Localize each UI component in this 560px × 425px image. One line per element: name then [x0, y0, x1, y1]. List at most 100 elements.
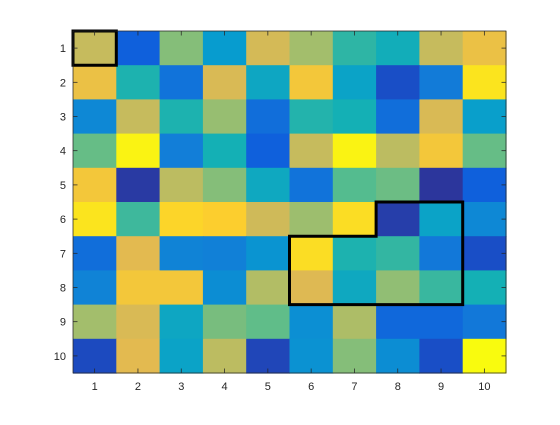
heatmap-cell	[73, 338, 117, 374]
heatmap-cell	[73, 31, 117, 66]
heatmap-cell	[419, 202, 464, 237]
heatmap-cell	[419, 99, 464, 135]
heatmap-cell	[116, 167, 161, 203]
heatmap-cell	[332, 31, 377, 66]
heatmap-cell	[289, 133, 334, 169]
x-tick-label: 9	[438, 381, 444, 393]
heatmap-cell	[376, 202, 420, 237]
y-tick-label: 4	[60, 146, 66, 158]
heatmap-cell	[376, 99, 420, 135]
heatmap-cell	[419, 133, 464, 169]
heatmap-cell	[376, 338, 420, 374]
heatmap-cell	[202, 31, 247, 66]
heatmap-cell	[332, 167, 377, 203]
heatmap-cell	[159, 338, 204, 374]
heatmap-cell	[73, 167, 117, 203]
heatmap-cell	[332, 236, 377, 271]
heatmap-cell	[462, 202, 507, 237]
heatmap-cell	[462, 99, 507, 135]
heatmap-cell	[289, 338, 334, 374]
heatmap-cell	[159, 167, 204, 203]
heatmap-cell	[419, 270, 464, 306]
heatmap-cell	[246, 167, 291, 203]
y-tick-label: 10	[54, 351, 66, 363]
y-tick-label: 1	[60, 43, 66, 55]
heatmap-cell	[289, 202, 334, 237]
heatmap-cell	[116, 236, 161, 271]
heatmap-cell	[202, 99, 247, 135]
heatmap-cell	[159, 133, 204, 169]
heatmap-cell	[73, 270, 117, 306]
heatmap-cell	[289, 167, 334, 203]
heatmap-cell	[332, 304, 377, 340]
heatmap-cell	[419, 236, 464, 271]
heatmap-cell	[376, 270, 420, 306]
heatmap-cell	[246, 133, 291, 169]
heatmap-cell	[419, 167, 464, 203]
heatmap-cell	[159, 304, 204, 340]
heatmap-cell	[73, 65, 117, 100]
highlight-outline	[288, 200, 465, 307]
heatmap-cell	[202, 270, 247, 306]
heatmap-cell	[332, 338, 377, 374]
heatmap-cell	[116, 270, 161, 306]
heatmap-cell	[462, 270, 507, 306]
axis-ticks	[73, 31, 506, 373]
heatmap-cell	[159, 202, 204, 237]
axes-box	[72, 30, 507, 374]
heatmap-cell	[289, 65, 334, 100]
x-axis-tick-labels: 1 2 3 4 5 6 7 8 9 10	[92, 381, 491, 393]
heatmap-cell	[202, 167, 247, 203]
x-tick-label: 3	[178, 381, 184, 393]
heatmap-cell	[289, 99, 334, 135]
heatmap-cell	[332, 65, 377, 100]
heatmap-cell	[159, 31, 204, 66]
heatmap-cell	[73, 304, 117, 340]
heatmap-cell	[419, 304, 464, 340]
heatmap-cell	[246, 65, 291, 100]
x-tick-label: 2	[135, 381, 141, 393]
heatmap-cell	[289, 236, 334, 271]
heatmap-cell	[332, 133, 377, 169]
heatmap-cell	[246, 270, 291, 306]
x-tick-label: 5	[265, 381, 271, 393]
heatmap-cell	[376, 65, 420, 100]
y-tick-label: 8	[60, 283, 66, 295]
heatmap-cell	[332, 99, 377, 135]
heatmap-cell	[116, 202, 161, 237]
x-tick-label: 1	[92, 381, 98, 393]
heatmap-cell	[462, 65, 507, 100]
y-axis-tick-labels: 1 2 3 4 5 6 7 8 9 10	[54, 43, 66, 363]
heatmap-cell	[462, 31, 507, 66]
heatmap-cell	[462, 304, 507, 340]
x-tick-label: 10	[478, 381, 490, 393]
heatmap-cells	[73, 31, 507, 374]
heatmap-cell	[419, 65, 464, 100]
y-tick-label: 3	[60, 112, 66, 124]
heatmap-cell	[202, 65, 247, 100]
y-tick-label: 6	[60, 214, 66, 226]
heatmap-cell	[116, 133, 161, 169]
heatmap-cell	[419, 338, 464, 374]
heatmap-cell	[73, 202, 117, 237]
x-tick-label: 7	[351, 381, 357, 393]
heatmap-cell	[116, 338, 161, 374]
heatmap-cell	[376, 167, 420, 203]
heatmap-cell	[246, 202, 291, 237]
heatmap-cell	[376, 304, 420, 340]
y-tick-label: 9	[60, 317, 66, 329]
x-tick-label: 4	[221, 381, 227, 393]
heatmap-cell	[246, 338, 291, 374]
y-tick-label: 2	[60, 77, 66, 89]
heatmap-cell	[376, 236, 420, 271]
x-tick-label: 8	[395, 381, 401, 393]
heatmap-cell	[246, 236, 291, 271]
heatmap-cell	[159, 270, 204, 306]
heatmap-cell	[376, 31, 420, 66]
heatmap-cell	[376, 133, 420, 169]
y-tick-label: 5	[60, 180, 66, 192]
heatmap-cell	[202, 133, 247, 169]
y-tick-label: 7	[60, 248, 66, 260]
heatmap-cell	[73, 133, 117, 169]
